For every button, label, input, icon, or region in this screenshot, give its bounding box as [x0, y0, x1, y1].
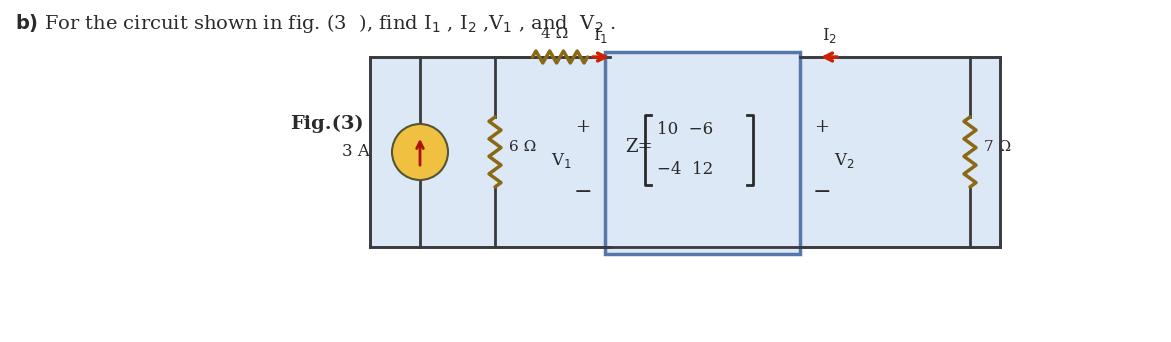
- Text: 6 Ω: 6 Ω: [509, 140, 536, 154]
- Text: V$_1$: V$_1$: [550, 150, 571, 170]
- Bar: [370, 57, 610, 247]
- Text: $\mathbf{b)}$ For the circuit shown in fig. (3  ), find I$_1$ , I$_2$ ,V$_1$ , a: $\mathbf{b)}$ For the circuit shown in f…: [15, 12, 616, 35]
- Text: +: +: [815, 118, 829, 136]
- Text: −: −: [813, 181, 831, 203]
- Text: V$_2$: V$_2$: [834, 150, 855, 170]
- Text: 4 Ω: 4 Ω: [541, 27, 569, 41]
- Text: −: −: [574, 181, 593, 203]
- Text: I$_2$: I$_2$: [822, 26, 836, 45]
- Text: 3 A: 3 A: [342, 144, 370, 160]
- Text: Z=: Z=: [625, 138, 652, 156]
- Text: Fig.(3): Fig.(3): [290, 115, 364, 133]
- Text: I$_1$: I$_1$: [594, 26, 609, 45]
- Circle shape: [392, 124, 448, 180]
- Text: +: +: [575, 118, 590, 136]
- Bar: [605, 52, 800, 254]
- Bar: [790, 57, 1000, 247]
- Text: 7 Ω: 7 Ω: [984, 140, 1011, 154]
- Text: 10  −6: 10 −6: [657, 121, 713, 139]
- Text: −4  12: −4 12: [657, 161, 713, 179]
